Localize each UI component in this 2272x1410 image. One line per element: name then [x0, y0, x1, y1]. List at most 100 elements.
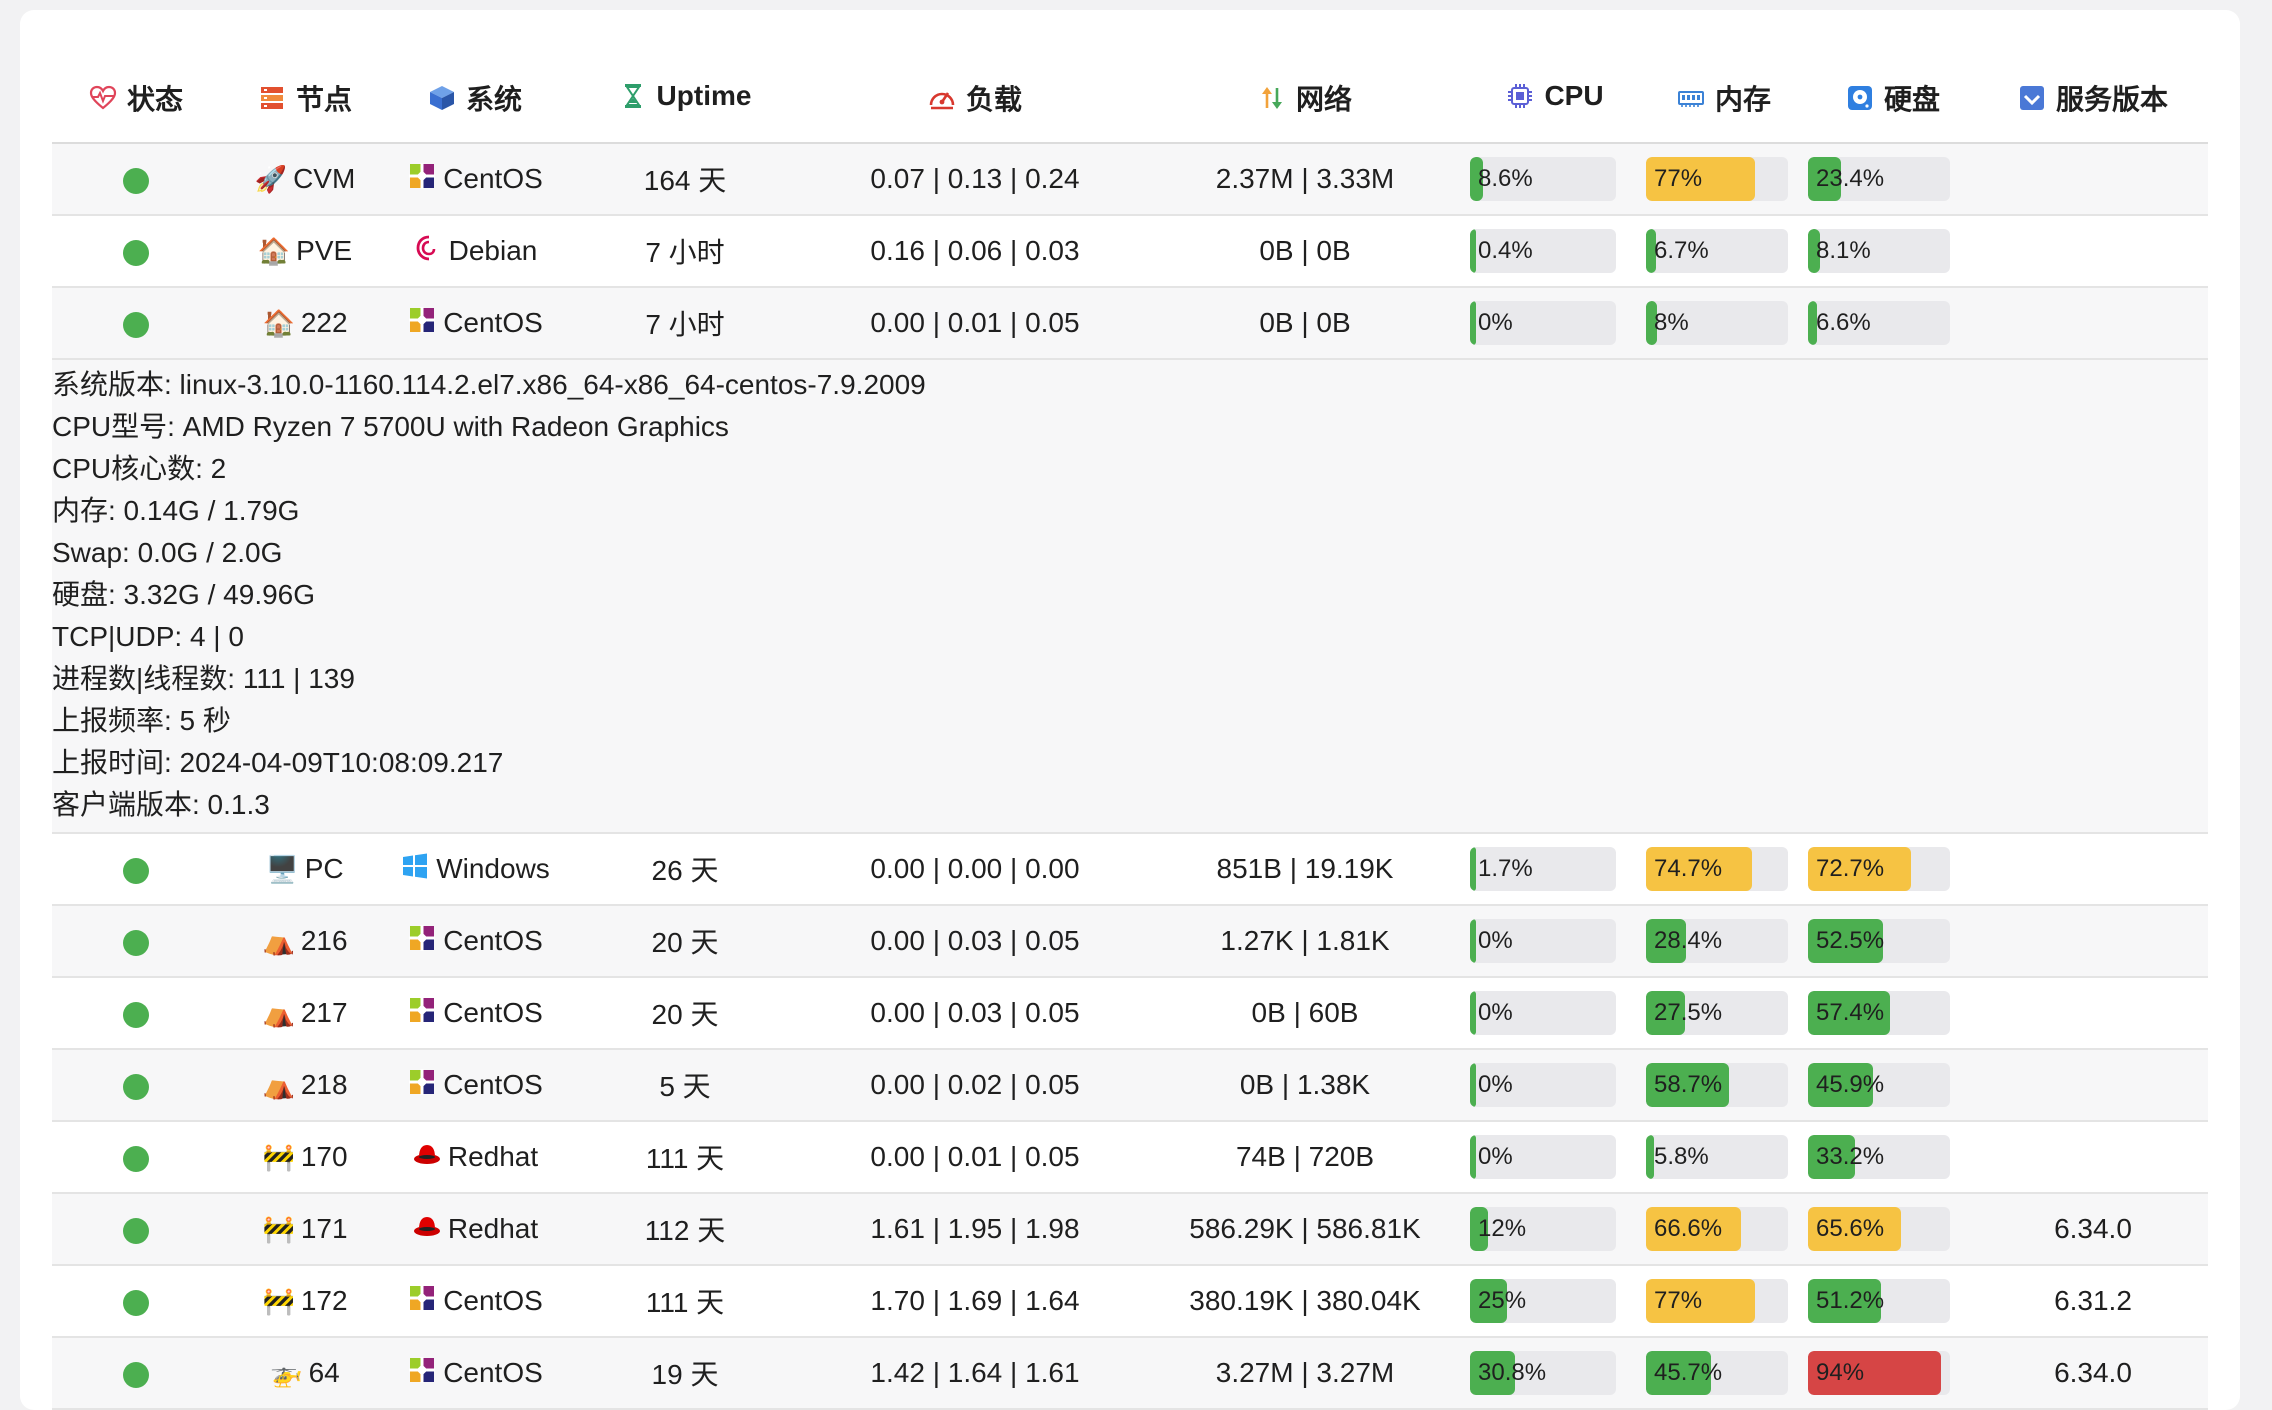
uptime-cell: 111 天: [560, 1121, 810, 1194]
detail-line: 系统版本: linux-3.10.0-1160.114.2.el7.x86_64…: [52, 369, 926, 400]
cpu-cell: 30.8%: [1470, 1337, 1640, 1410]
uptime-cell: 112 天: [560, 1193, 810, 1266]
disk-cell: 33.2%: [1808, 1121, 1978, 1194]
uptime-cell: 26 天: [560, 833, 810, 906]
col-cpu-label: CPU: [1544, 79, 1604, 111]
cpu-cell: 1.7%: [1470, 833, 1640, 906]
uptime-cell: 5 天: [560, 1049, 810, 1122]
memory-cell: 6.7%: [1640, 215, 1808, 288]
redhat-icon: [412, 1211, 442, 1248]
cpu-chip-icon: [1508, 83, 1533, 108]
ram-stick-icon: [1677, 90, 1704, 107]
memory-usage-bar: 77%: [1646, 1279, 1788, 1323]
server-rows: 🚀 CVM CentOS 164 天 0.07 | 0.13 | 0.24 2.3…: [52, 143, 2208, 1410]
node-cell[interactable]: 🏠 PVE: [220, 215, 390, 288]
node-cell[interactable]: ⛺ 218: [220, 1049, 390, 1122]
col-uptime[interactable]: Uptime: [560, 54, 810, 144]
server-row[interactable]: 🚧 170 Redhat 111 天 0.00 | 0.01 | 0.05 74B…: [52, 1121, 2208, 1194]
node-name: PC: [304, 853, 344, 884]
memory-usage-label: 58.7%: [1654, 1071, 1723, 1098]
detail-line: TCP|UDP: 4 | 0: [52, 621, 244, 652]
col-memory[interactable]: 内存: [1640, 54, 1808, 144]
server-row[interactable]: 🚁 64 CentOS 19 天 1.42 | 1.64 | 1.61 3.27M…: [52, 1337, 2208, 1410]
os-cell: Redhat: [390, 1121, 560, 1194]
detail-line: 硬盘: 3.32G / 49.96G: [52, 579, 316, 610]
status-online-dot: [123, 239, 149, 266]
cpu-usage-fill: [1470, 301, 1476, 345]
hard-disk-icon: [1847, 85, 1872, 110]
disk-cell: 51.2%: [1808, 1265, 1978, 1338]
node-cell[interactable]: 🖥️ PC: [220, 833, 390, 906]
disk-usage-bar: 45.9%: [1808, 1063, 1950, 1107]
disk-usage-label: 57.4%: [1816, 999, 1885, 1026]
node-cell[interactable]: 🚁 64: [220, 1337, 390, 1410]
server-row[interactable]: ⛺ 217 CentOS 20 天 0.00 | 0.03 | 0.05 0B |…: [52, 977, 2208, 1050]
node-name: 218: [300, 1069, 348, 1100]
cpu-usage-label: 0%: [1478, 999, 1513, 1026]
col-version[interactable]: 服务版本: [1978, 54, 2208, 144]
os-cell: CentOS: [390, 1265, 560, 1338]
node-cell[interactable]: ⛺ 216: [220, 905, 390, 978]
memory-usage-fill: [1646, 229, 1656, 273]
server-row[interactable]: 🚧 172 CentOS 111 天 1.70 | 1.69 | 1.64 380…: [52, 1265, 2208, 1338]
memory-usage-label: 27.5%: [1654, 999, 1723, 1026]
node-emoji: 🚧: [262, 1142, 295, 1172]
server-row[interactable]: 🏠 222 CentOS 7 小时 0.00 | 0.01 | 0.05 0B |…: [52, 287, 2208, 360]
centos-icon: [407, 1355, 437, 1392]
server-row[interactable]: 🚧 171 Redhat 112 天 1.61 | 1.95 | 1.98 586…: [52, 1193, 2208, 1266]
node-name: 216: [300, 925, 348, 956]
node-cell[interactable]: 🏠 222: [220, 287, 390, 360]
version-cell: [1978, 905, 2208, 978]
col-memory-label: 内存: [1714, 83, 1771, 115]
load-cell: 1.42 | 1.64 | 1.61: [810, 1337, 1140, 1410]
col-system[interactable]: 系统: [390, 54, 560, 144]
server-row[interactable]: 🏠 PVE Debian 7 小时 0.16 | 0.06 | 0.03 0B |…: [52, 215, 2208, 288]
cpu-usage-bar: 0%: [1470, 1135, 1616, 1179]
cpu-usage-label: 12%: [1478, 1215, 1527, 1242]
node-cell[interactable]: 🚀 CVM: [220, 143, 390, 216]
uptime-cell: 20 天: [560, 977, 810, 1050]
memory-usage-fill: [1646, 1135, 1655, 1179]
memory-usage-fill: [1646, 1063, 1730, 1107]
col-cpu[interactable]: CPU: [1470, 54, 1640, 144]
disk-usage-fill: [1808, 1207, 1902, 1251]
status-cell: [52, 1337, 220, 1410]
uptime-cell: 20 天: [560, 905, 810, 978]
disk-usage-fill: [1808, 847, 1912, 891]
server-row[interactable]: 🚀 CVM CentOS 164 天 0.07 | 0.13 | 0.24 2.3…: [52, 143, 2208, 216]
col-load[interactable]: 负载: [810, 54, 1140, 144]
col-node[interactable]: 节点: [220, 54, 390, 144]
status-online-dot: [123, 1073, 149, 1100]
col-status[interactable]: 状态: [52, 54, 220, 144]
server-row[interactable]: ⛺ 218 CentOS 5 天 0.00 | 0.02 | 0.05 0B | …: [52, 1049, 2208, 1122]
load-cell: 0.00 | 0.02 | 0.05: [810, 1049, 1140, 1122]
node-cell[interactable]: ⛺ 217: [220, 977, 390, 1050]
detail-line: CPU核心数: 2: [52, 453, 227, 484]
os-cell: Windows: [390, 833, 560, 906]
node-cell[interactable]: 🚧 170: [220, 1121, 390, 1194]
disk-usage-fill: [1808, 157, 1842, 201]
disk-cell: 45.9%: [1808, 1049, 1978, 1122]
col-disk[interactable]: 硬盘: [1808, 54, 1978, 144]
disk-usage-bar: 8.1%: [1808, 229, 1950, 273]
server-row[interactable]: 🖥️ PC Windows 26 天 0.00 | 0.00 | 0.00 851…: [52, 833, 2208, 906]
node-emoji: 🚧: [262, 1286, 295, 1316]
memory-cell: 74.7%: [1640, 833, 1808, 906]
memory-usage-fill: [1646, 847, 1753, 891]
col-network[interactable]: 网络: [1140, 54, 1470, 144]
memory-cell: 27.5%: [1640, 977, 1808, 1050]
disk-usage-bar: 33.2%: [1808, 1135, 1950, 1179]
centos-icon: [407, 995, 437, 1032]
disk-cell: 65.6%: [1808, 1193, 1978, 1266]
node-cell[interactable]: 🚧 172: [220, 1265, 390, 1338]
detail-line: 上报时间: 2024-04-09T10:08:09.217: [52, 747, 504, 778]
disk-usage-label: 94%: [1816, 1359, 1865, 1386]
server-row[interactable]: ⛺ 216 CentOS 20 天 0.00 | 0.03 | 0.05 1.27…: [52, 905, 2208, 978]
node-cell[interactable]: 🚧 171: [220, 1193, 390, 1266]
cpu-usage-bar: 0%: [1470, 919, 1616, 963]
hourglass-icon: [624, 83, 641, 108]
network-cell: 380.19K | 380.04K: [1140, 1265, 1470, 1338]
os-cell: CentOS: [390, 1337, 560, 1410]
network-cell: 0B | 0B: [1140, 287, 1470, 360]
cpu-usage-bar: 0%: [1470, 301, 1616, 345]
